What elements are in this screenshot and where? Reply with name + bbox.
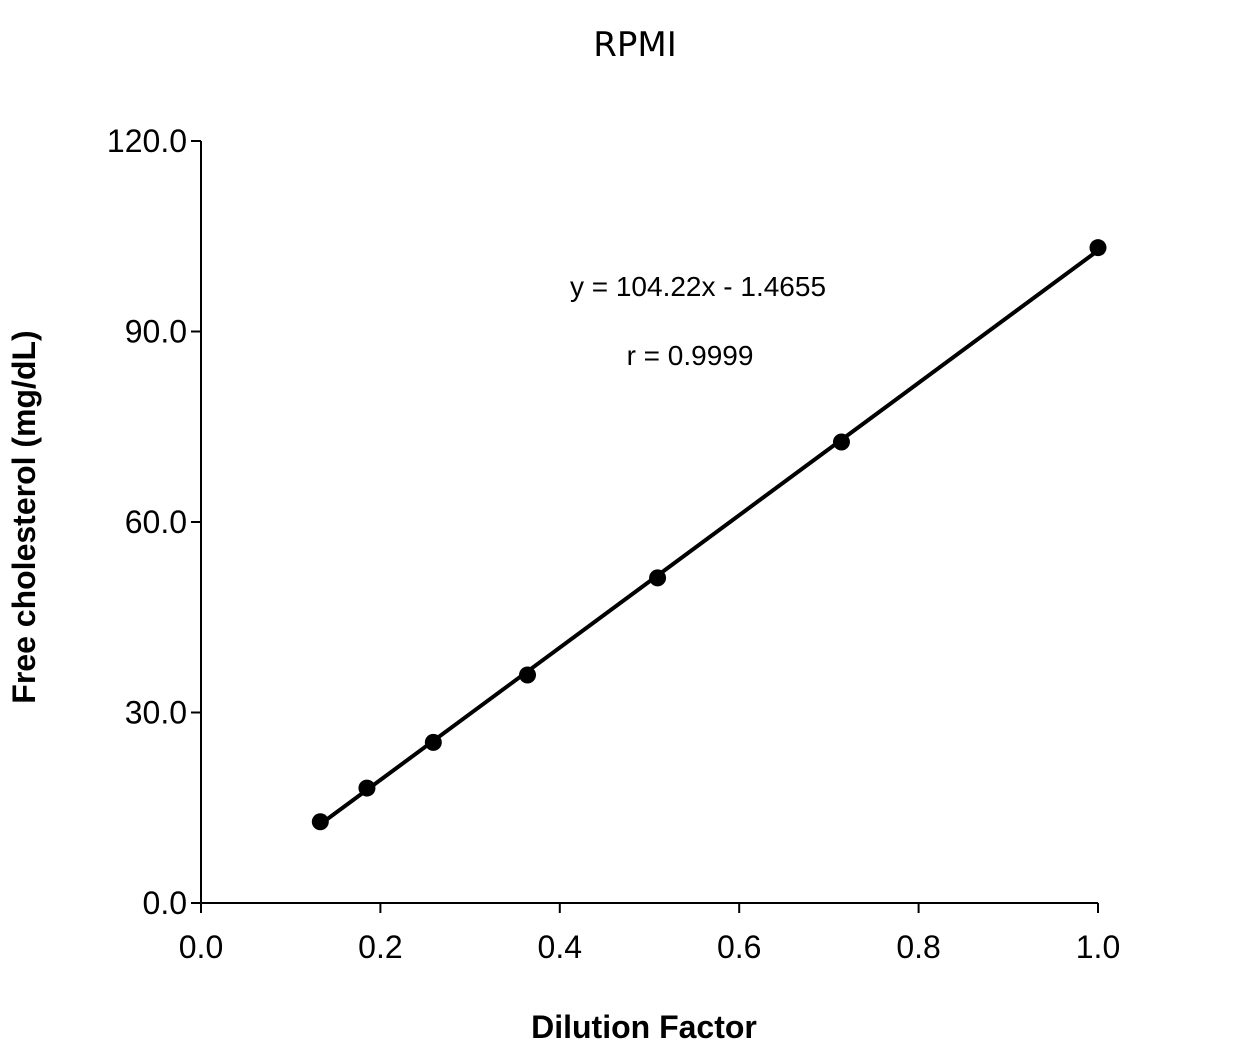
data-point [1089,239,1107,257]
x-axis-title: Dilution Factor [531,1009,757,1045]
axes [200,141,1098,904]
data-point [358,779,376,797]
data-point [649,569,667,587]
y-axis-title: Free cholesterol (mg/dL) [6,330,42,703]
y-tick-label: 90.0 [125,314,187,350]
x-tick-label: 0.2 [358,929,402,965]
y-ticks: 0.0 30.0 60.0 90.0 120.0 [107,123,201,921]
x-tick-label: 0.6 [717,929,761,965]
trendline [319,248,1100,826]
x-ticks: 0.0 0.2 0.4 0.6 0.8 1.0 [179,903,1120,965]
y-tick-label: 120.0 [107,123,187,159]
data-point [832,433,850,451]
y-tick-label: 30.0 [125,695,187,731]
y-tick-label: 60.0 [125,504,187,540]
x-tick-label: 1.0 [1076,929,1120,965]
trendline-layer [319,248,1100,826]
chart-title: RPMI [593,25,677,65]
data-point [311,813,329,831]
equation-annotation: y = 104.22x - 1.4655 [570,271,826,302]
data-points-layer [311,239,1107,831]
x-tick-label: 0.8 [896,929,940,965]
data-point [424,733,442,751]
y-tick-label: 0.0 [143,885,187,921]
x-tick-label: 0.4 [538,929,582,965]
r-value-annotation: r = 0.9999 [627,340,754,371]
x-tick-label: 0.0 [179,929,223,965]
data-point [519,666,537,684]
